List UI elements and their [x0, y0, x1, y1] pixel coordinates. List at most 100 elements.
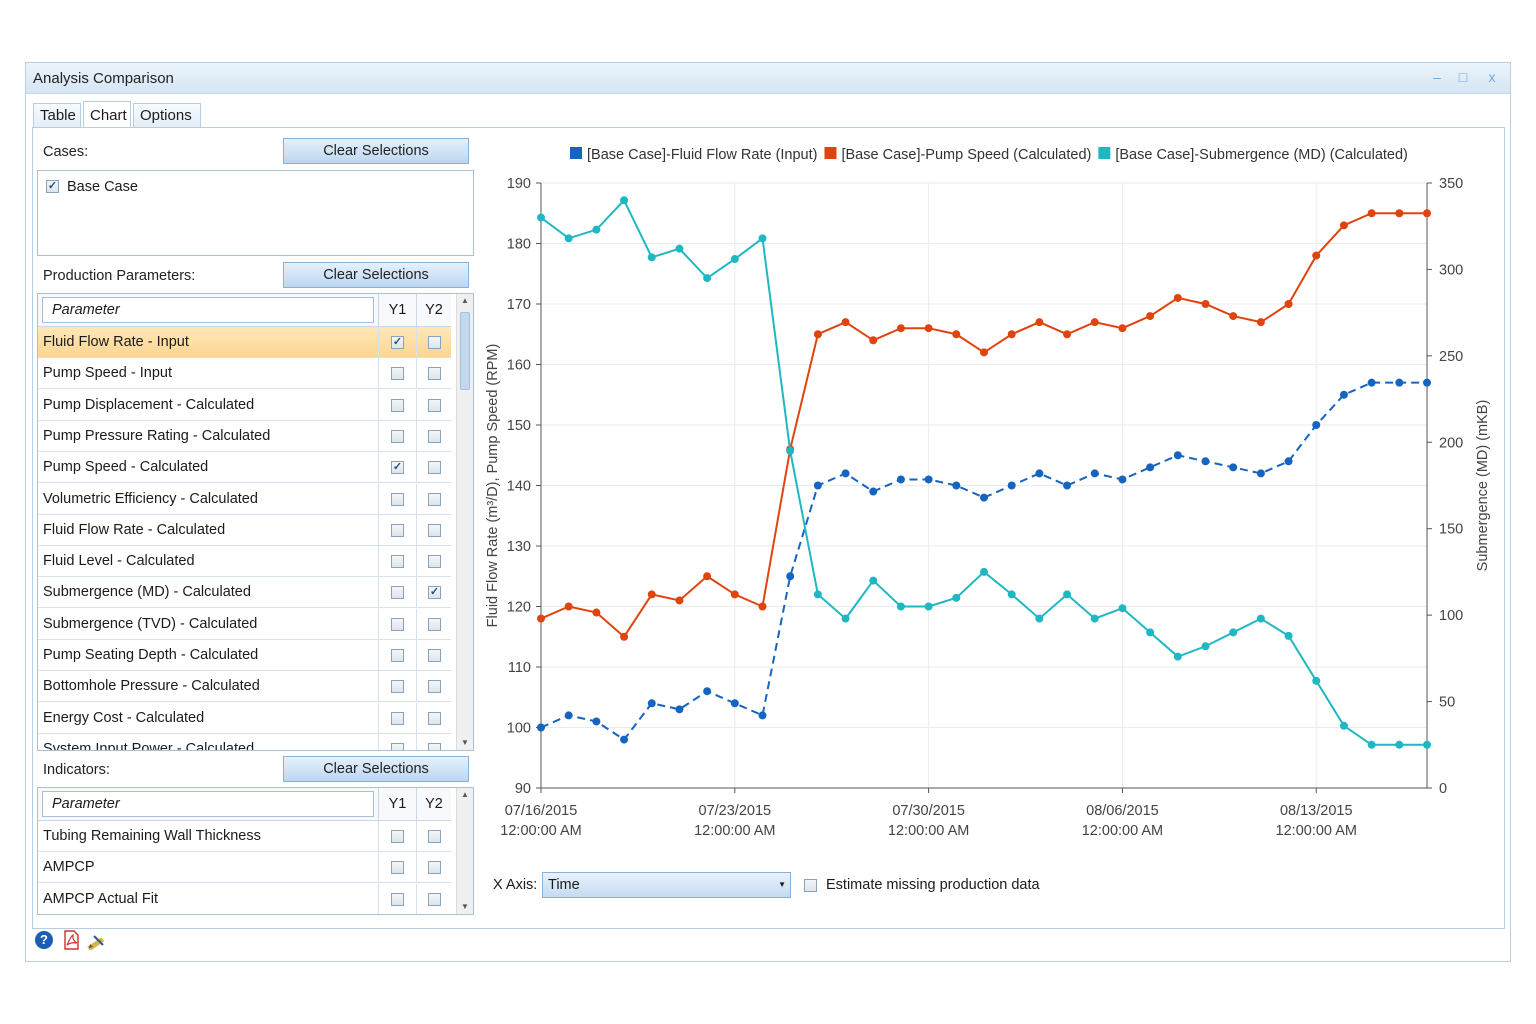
production-row-name: Submergence (MD) - Calculated — [43, 584, 251, 601]
production-y2-checkbox[interactable] — [428, 461, 441, 475]
series-point-2 — [1007, 590, 1016, 599]
production-y1-checkbox[interactable] — [391, 649, 404, 662]
tab-chart[interactable]: Chart — [83, 101, 131, 127]
series-point-0 — [1312, 421, 1321, 429]
production-y1-checkbox[interactable] — [391, 523, 404, 537]
production-row[interactable]: Energy Cost - Calculated — [38, 702, 451, 734]
close-icon[interactable]: x — [1488, 69, 1496, 85]
production-y1-checkbox[interactable] — [391, 398, 404, 412]
indicator-search-input[interactable]: Parameter — [42, 791, 374, 817]
indicators-y1-checkbox[interactable] — [391, 861, 404, 875]
production-y1-checkbox[interactable] — [391, 711, 404, 725]
production-y1-checkbox[interactable] — [391, 742, 404, 750]
production-scrollbar[interactable]: ▲ ▼ — [456, 294, 473, 750]
indicators-row[interactable]: AMPCP Actual Fit — [38, 883, 452, 914]
production-y2-checkbox[interactable] — [428, 492, 441, 506]
indicators-scrollbar[interactable]: ▲ ▼ — [456, 788, 473, 914]
production-row[interactable]: Pump Seating Depth - Calculated — [38, 640, 451, 671]
case-label-base-case: Base Case — [67, 179, 138, 195]
production-y1-checkbox[interactable] — [391, 555, 404, 569]
indicators-y1-cell — [378, 821, 417, 852]
production-y2-checkbox[interactable] — [428, 680, 441, 694]
series-point-0 — [1063, 481, 1072, 490]
production-row[interactable]: Fluid Flow Rate - Calculated — [38, 514, 451, 546]
production-y1-checkbox[interactable] — [391, 680, 404, 694]
scroll-down-icon[interactable]: ▼ — [461, 738, 469, 747]
edit-icon[interactable] — [85, 930, 107, 950]
maximize-icon[interactable]: □ — [1458, 69, 1468, 85]
indicators-y2-cell — [416, 883, 452, 914]
production-row[interactable]: Pump Speed - Input — [38, 358, 451, 390]
x-axis-select[interactable]: Time ▼ — [542, 872, 791, 898]
production-y2-cell — [416, 733, 452, 750]
column-y1-header[interactable]: Y1 — [378, 294, 416, 327]
production-row[interactable]: Submergence (MD) - Calculated — [38, 577, 451, 609]
indicators-y1-checkbox[interactable] — [391, 830, 404, 843]
production-row[interactable]: System Input Power - Calculated — [38, 733, 452, 750]
indicator-column-y1-header[interactable]: Y1 — [378, 788, 416, 821]
case-checkbox-base-case[interactable] — [46, 180, 59, 193]
production-y2-checkbox[interactable] — [428, 367, 441, 381]
production-y2-checkbox[interactable] — [428, 429, 441, 443]
indicators-clear-selections-button[interactable]: Clear Selections — [283, 756, 469, 782]
production-y2-checkbox[interactable] — [428, 555, 441, 569]
production-y2-checkbox[interactable] — [428, 523, 441, 537]
series-point-2 — [1201, 642, 1210, 651]
scroll-up-icon[interactable]: ▲ — [461, 296, 469, 305]
series-point-0 — [564, 711, 573, 720]
series-point-1 — [703, 572, 712, 581]
production-row[interactable]: Pump Pressure Rating - Calculated — [38, 420, 451, 452]
parameter-search-input[interactable]: Parameter — [42, 297, 374, 323]
production-y2-checkbox[interactable] — [428, 742, 441, 750]
production-row[interactable]: Pump Displacement - Calculated — [38, 389, 451, 421]
production-y2-checkbox[interactable] — [428, 649, 441, 662]
scroll-thumb[interactable] — [460, 312, 470, 390]
series-point-1 — [675, 596, 684, 605]
production-y1-checkbox[interactable] — [391, 336, 404, 349]
production-y1-checkbox[interactable] — [391, 461, 404, 475]
indicators-scroll-down-icon[interactable]: ▼ — [461, 902, 469, 911]
estimate-missing-data-checkbox[interactable] — [804, 879, 817, 892]
production-y2-checkbox[interactable] — [428, 398, 441, 412]
production-row[interactable]: Pump Speed - Calculated — [38, 452, 451, 484]
production-row[interactable]: Bottomhole Pressure - Calculated — [38, 671, 452, 703]
series-point-2 — [1118, 604, 1127, 613]
indicators-y2-checkbox[interactable] — [428, 861, 441, 875]
indicators-row-name: AMPCP Actual Fit — [43, 890, 158, 907]
indicators-y1-checkbox[interactable] — [391, 892, 404, 906]
y-tick-label: 90 — [515, 781, 531, 797]
production-y2-cell — [416, 327, 452, 358]
production-row[interactable]: Volumetric Efficiency - Calculated — [38, 483, 451, 515]
pdf-icon[interactable] — [62, 930, 80, 950]
production-clear-selections-button[interactable]: Clear Selections — [283, 262, 469, 288]
x-axis-labels: 07/16/2015 12:00:00 AM 07/23/2015 12:00:00 … — [500, 788, 1357, 839]
help-icon[interactable]: ? — [35, 931, 53, 949]
cases-clear-selections-button[interactable]: Clear Selections — [283, 138, 469, 164]
indicator-column-y2-header[interactable]: Y2 — [416, 788, 451, 821]
indicators-row[interactable]: Tubing Remaining Wall Thickness — [38, 821, 451, 852]
production-y1-checkbox[interactable] — [391, 429, 404, 443]
minimize-icon[interactable]: – — [1433, 69, 1441, 85]
production-y1-checkbox[interactable] — [391, 492, 404, 506]
production-y1-checkbox[interactable] — [391, 367, 404, 381]
tab-options[interactable]: Options — [133, 103, 201, 127]
series-point-0 — [980, 493, 988, 502]
tab-table[interactable]: Table — [33, 103, 81, 127]
production-y1-checkbox[interactable] — [391, 617, 404, 631]
indicators-y2-checkbox[interactable] — [428, 892, 441, 906]
production-y1-cell — [378, 358, 417, 390]
production-y2-checkbox[interactable] — [428, 586, 441, 600]
indicators-row[interactable]: AMPCP — [38, 852, 451, 884]
production-y2-checkbox[interactable] — [428, 711, 441, 725]
production-row[interactable]: Fluid Level - Calculated — [38, 546, 451, 578]
production-row[interactable]: Fluid Flow Rate - Input — [38, 327, 451, 358]
column-y2-header[interactable]: Y2 — [416, 294, 451, 327]
production-y2-checkbox[interactable] — [428, 617, 441, 631]
indicators-scroll-up-icon[interactable]: ▲ — [461, 790, 469, 799]
series-point-2 — [730, 255, 739, 264]
production-row[interactable]: Submergence (TVD) - Calculated — [38, 608, 451, 640]
production-y2-cell — [416, 671, 452, 703]
indicators-y2-checkbox[interactable] — [428, 830, 441, 843]
production-y1-checkbox[interactable] — [391, 586, 404, 600]
production-y2-checkbox[interactable] — [428, 336, 441, 349]
